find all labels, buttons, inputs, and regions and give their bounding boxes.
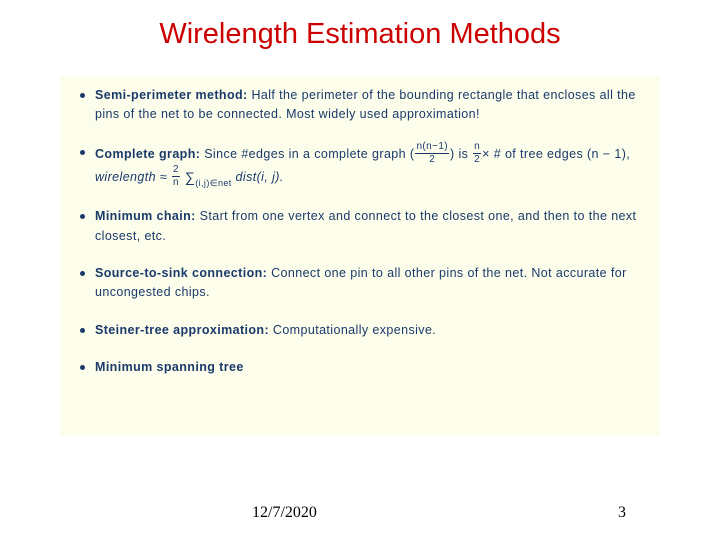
fraction: n(n−1)2 <box>415 142 449 165</box>
item-body: ) is <box>450 147 472 161</box>
item-label: Semi-perimeter method: <box>95 88 248 102</box>
math-var: wirelength <box>95 170 156 184</box>
item-label: Source-to-sink connection: <box>95 266 267 280</box>
item-label: Minimum chain: <box>95 209 196 223</box>
item-label: Steiner-tree approximation: <box>95 323 269 337</box>
item-text: Semi-perimeter method: Half the perimete… <box>95 86 644 125</box>
list-item: Semi-perimeter method: Half the perimete… <box>80 86 644 125</box>
item-label: Complete graph: <box>95 147 200 161</box>
list-item: Minimum chain: Start from one vertex and… <box>80 207 644 246</box>
footer-page: 3 <box>618 504 626 522</box>
sigma-icon: ∑ <box>185 169 195 185</box>
item-body: ≈ <box>156 170 171 184</box>
item-text: Steiner-tree approximation: Computationa… <box>95 321 644 340</box>
bullet-icon <box>80 150 85 155</box>
bullet-icon <box>80 214 85 219</box>
item-body: Computationally expensive. <box>273 323 436 337</box>
bullet-icon <box>80 365 85 370</box>
math-var: dist(i, j). <box>232 170 284 184</box>
item-body: Since #edges in a complete graph ( <box>204 147 414 161</box>
list-item: Minimum spanning tree <box>80 358 644 377</box>
list-item: Source-to-sink connection: Connect one p… <box>80 264 644 303</box>
fraction: 2n <box>172 165 180 188</box>
item-label: Minimum spanning tree <box>95 360 244 374</box>
item-text: Complete graph: Since #edges in a comple… <box>95 143 644 189</box>
page-title: Wirelength Estimation Methods <box>0 0 720 51</box>
sum-subscript: (i,j)∈net <box>195 178 231 188</box>
bullet-icon <box>80 328 85 333</box>
list-item: Steiner-tree approximation: Computationa… <box>80 321 644 340</box>
item-text: Minimum chain: Start from one vertex and… <box>95 207 644 246</box>
bullet-icon <box>80 271 85 276</box>
bullet-icon <box>80 93 85 98</box>
content-panel: Semi-perimeter method: Half the perimete… <box>60 76 660 436</box>
item-text: Minimum spanning tree <box>95 358 644 377</box>
footer-date: 12/7/2020 <box>252 504 317 522</box>
fraction: n2 <box>473 142 481 165</box>
list-item: Complete graph: Since #edges in a comple… <box>80 143 644 189</box>
item-body: × # of tree edges (n − 1), <box>482 147 630 161</box>
item-text: Source-to-sink connection: Connect one p… <box>95 264 644 303</box>
